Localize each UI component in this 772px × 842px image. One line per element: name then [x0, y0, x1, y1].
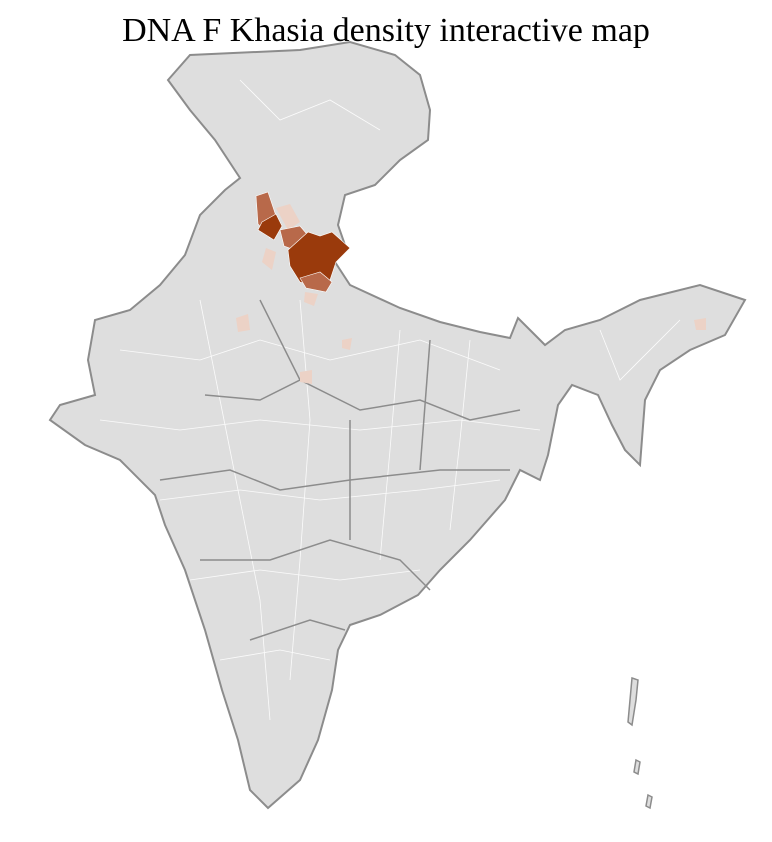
region-low-4[interactable]	[342, 338, 352, 350]
region-high-west[interactable]	[257, 213, 283, 241]
district-boundaries	[99, 79, 681, 721]
region-low-5[interactable]	[300, 370, 312, 384]
state-boundaries	[159, 299, 521, 641]
region-low-2[interactable]	[304, 292, 318, 306]
map-title: DNA F Khasia density interactive map	[122, 12, 650, 49]
region-high-uttarakhand[interactable]	[287, 231, 351, 289]
region-medium-south[interactable]	[299, 271, 333, 293]
andaman-islands	[627, 676, 653, 810]
region-low-north[interactable]	[276, 204, 300, 230]
region-low-ne[interactable]	[694, 318, 706, 330]
region-low-1[interactable]	[262, 248, 276, 270]
region-low-3[interactable]	[236, 314, 250, 332]
india-outline	[48, 40, 747, 810]
density-regions[interactable]	[236, 191, 706, 384]
